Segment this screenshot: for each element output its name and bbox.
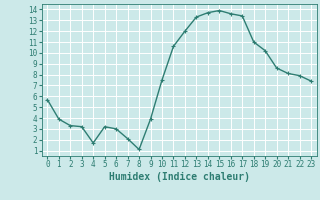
X-axis label: Humidex (Indice chaleur): Humidex (Indice chaleur) bbox=[109, 172, 250, 182]
